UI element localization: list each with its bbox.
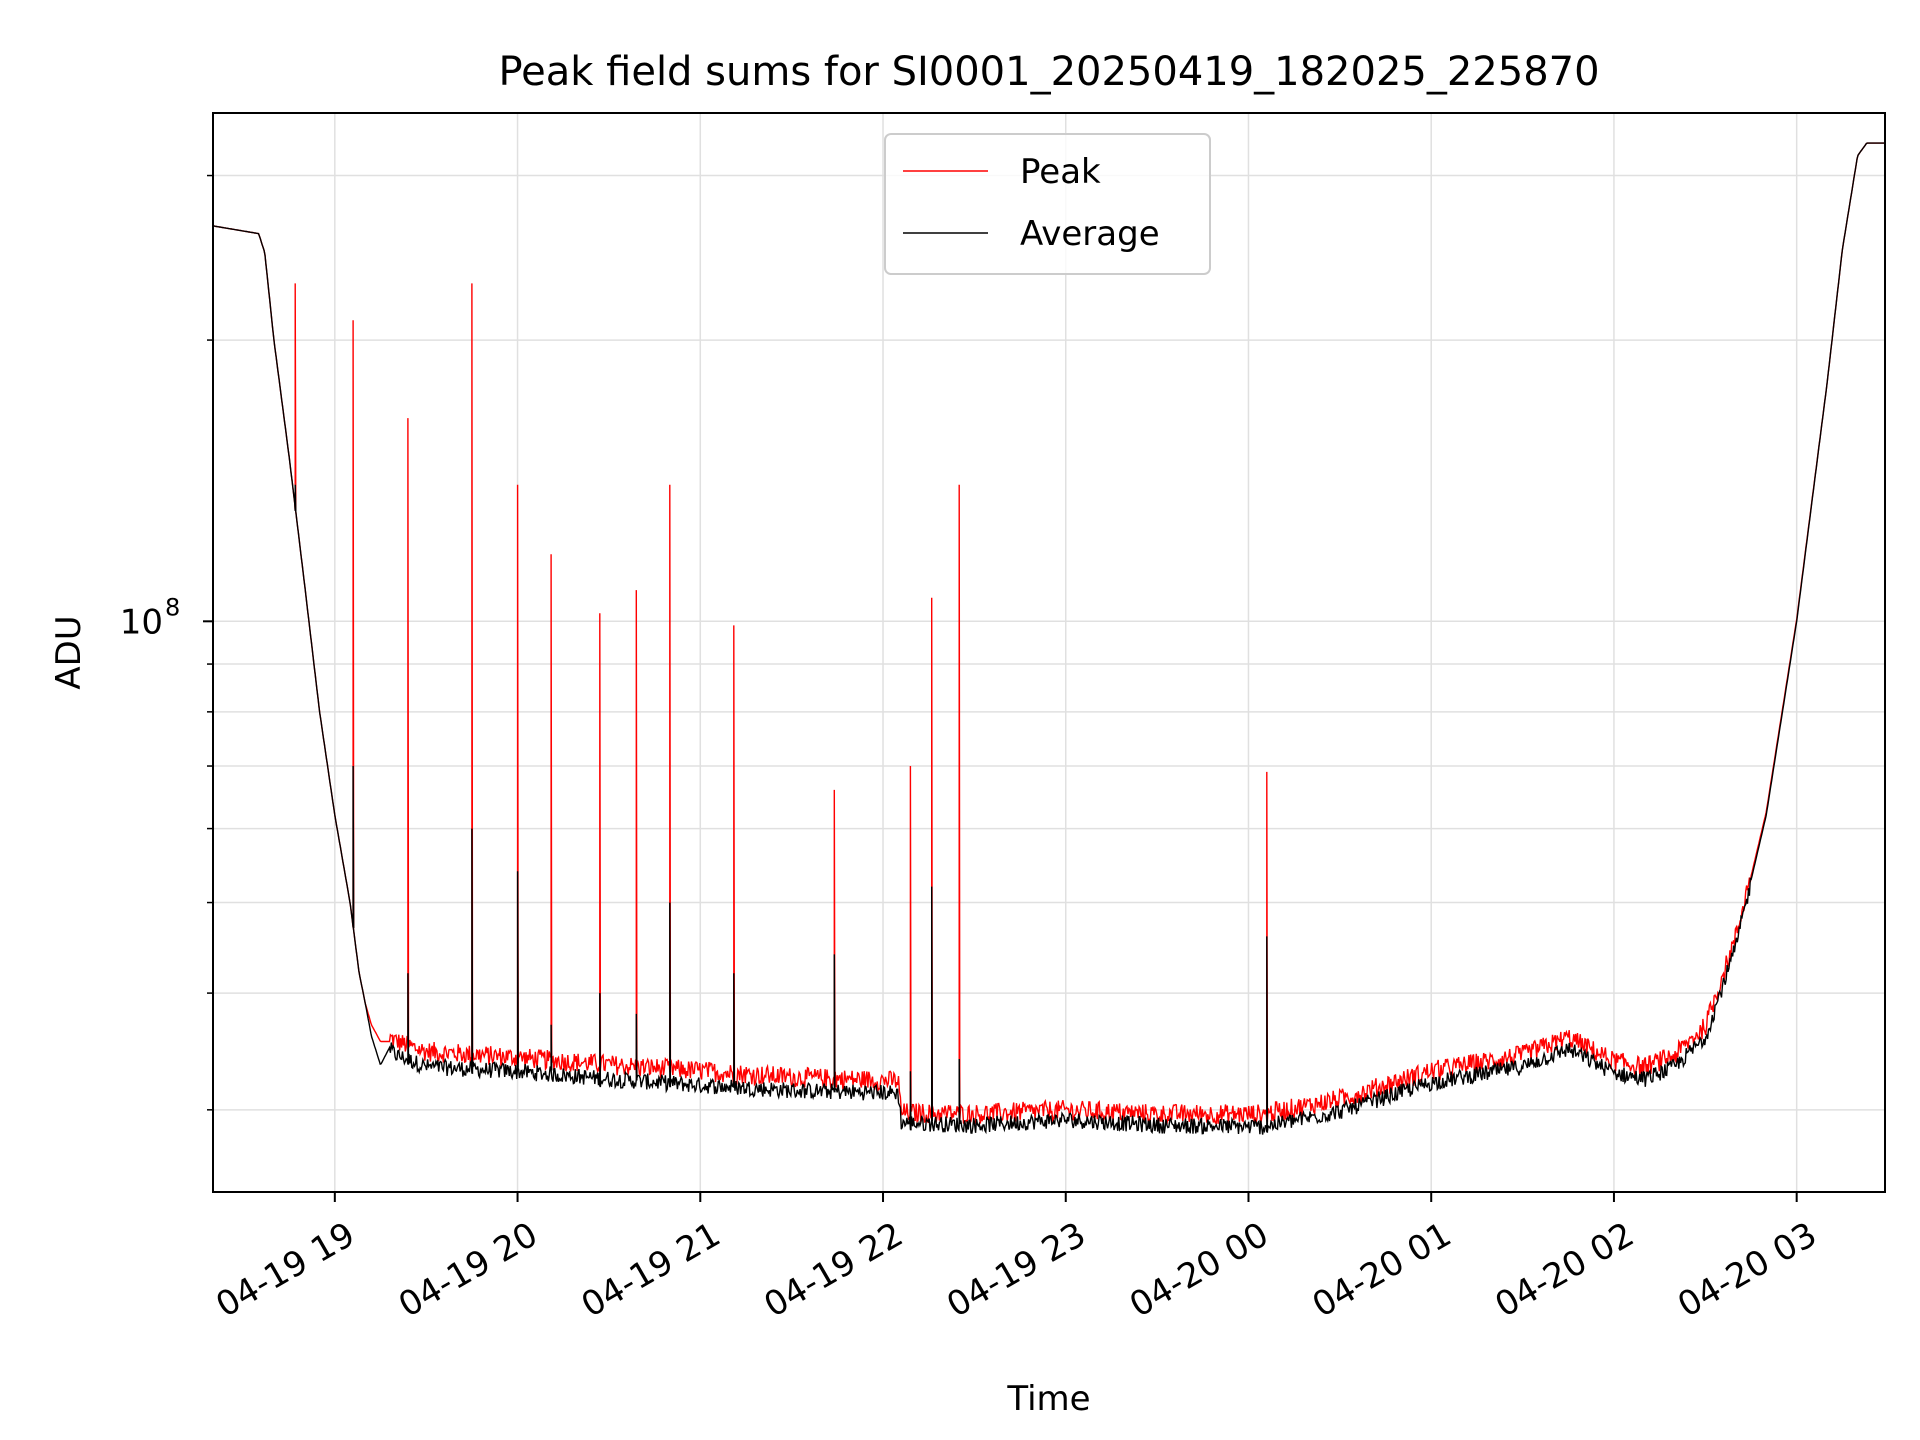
x-tick-label: 04-19 19 xyxy=(209,1215,361,1326)
x-tick-label: 04-19 21 xyxy=(575,1215,727,1326)
x-tick-label: 04-20 02 xyxy=(1488,1215,1640,1326)
x-tick-label: 04-19 23 xyxy=(940,1215,1092,1326)
y-tick-label-exponent: 8 xyxy=(165,593,180,621)
y-axis: 10 8 xyxy=(120,174,213,1111)
y-tick-label: 10 xyxy=(120,602,163,642)
legend-box xyxy=(884,133,1211,275)
average-line xyxy=(213,142,1885,1135)
x-tick-label: 04-20 00 xyxy=(1123,1215,1275,1326)
peak-line xyxy=(213,142,1885,1126)
x-tick-label: 04-20 01 xyxy=(1306,1215,1458,1326)
legend: Peak Average xyxy=(884,133,1211,275)
chart-title: Peak field sums for SI0001_20250419_1820… xyxy=(498,49,1599,95)
x-tick-label: 04-19 20 xyxy=(392,1215,544,1326)
x-tick-label: 04-20 03 xyxy=(1671,1215,1823,1326)
axes-frame xyxy=(212,112,1886,1193)
grid-lines xyxy=(213,113,1885,1192)
y-axis-label: ADU xyxy=(49,615,89,689)
series-peak-line xyxy=(213,142,1885,1126)
legend-peak-label: Peak xyxy=(1020,152,1101,192)
x-axis: 04-19 19 04-19 20 04-19 21 04-19 22 04-19 23… xyxy=(209,1192,1824,1326)
series-average-line xyxy=(213,142,1885,1135)
x-axis-label: Time xyxy=(1006,1379,1090,1419)
x-tick-label: 04-19 22 xyxy=(758,1215,910,1326)
legend-average-label: Average xyxy=(1020,214,1160,254)
